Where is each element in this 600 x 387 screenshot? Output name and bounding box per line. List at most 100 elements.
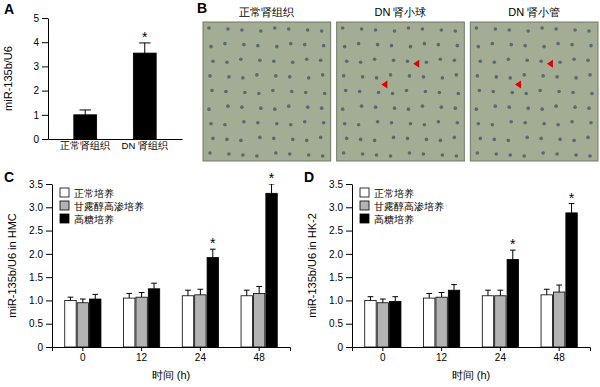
nucleus [455,73,459,77]
tick-label: 正常肾组织 [60,140,110,151]
axis-line [52,185,53,348]
legend-swatch [60,214,69,223]
nucleus [525,58,529,62]
tick: 5 [33,13,48,24]
x-axis: 0122448 [353,347,591,363]
error-stem [395,297,396,302]
nucleus [570,43,574,47]
bar [448,290,459,347]
legend-swatch [60,188,69,197]
nucleus [589,44,593,48]
legend-swatch [360,214,369,223]
nucleus [392,136,396,140]
tick-mark [346,231,352,232]
nucleus [555,75,559,79]
panel: A012345正常肾组织DN 肾组织miR-135b/U6* [2,1,183,151]
error-stem [429,293,430,298]
nucleus [291,60,295,64]
nucleus [358,90,362,94]
nucleus [208,151,212,155]
tick: 24 [195,347,207,363]
significance: * [269,170,275,186]
nucleus [224,90,228,94]
bar [65,300,76,347]
nucleus [211,137,215,141]
tick: 3.5 [29,179,52,190]
nucleus [493,104,497,108]
tick-label: 1.5 [29,272,43,283]
error-bar [498,290,504,296]
bar [566,213,577,347]
nucleus [542,45,546,49]
legend-item: 正常培养 [360,188,414,199]
nucleus [359,60,363,64]
tick: 48 [554,347,566,363]
nucleus [322,44,326,48]
bar [266,193,277,347]
nucleus [477,122,481,126]
significance: * [210,235,216,251]
error-bar [139,293,145,298]
tick: 4 [33,37,48,48]
nucleus [539,137,543,141]
nucleus [226,27,230,31]
plot-area [365,204,578,347]
error-bar [392,297,398,302]
nucleus [393,29,397,33]
nucleus [240,28,244,32]
nucleus [307,153,311,157]
nucleus [274,74,278,78]
nucleus [256,44,260,48]
significance: * [569,190,575,206]
error-stem [187,290,188,296]
error-bar [439,293,445,298]
nucleus [323,92,327,96]
bar [207,258,218,347]
nucleus [344,89,348,93]
nucleus [406,137,410,141]
error-stem [559,285,560,292]
nucleus [541,74,545,78]
tick: 1 [33,110,48,121]
nucleus [573,105,577,109]
nucleus [586,136,590,140]
nucleus [305,57,309,61]
nucleus [257,92,261,96]
nucleus [408,74,412,78]
error-bar [80,110,91,115]
tick: 12 [136,347,148,363]
tick-mark [382,347,383,351]
error-stem [246,290,247,296]
nucleus [456,121,460,125]
tick: DN 肾组织 [122,139,168,151]
y-axis: 00.51.01.52.02.53.03.5 [29,179,52,353]
tick-label: 0 [80,352,86,363]
nucleus [409,45,413,49]
nucleus [572,139,576,143]
tick-label: 3.0 [29,202,43,213]
error-stem [382,299,383,303]
tick-mark [42,115,48,116]
y-axis-title: miR-135b/U6 in HK-2 [306,213,318,318]
nucleus [492,138,496,142]
nucleus [375,76,379,80]
tick-mark [42,91,48,92]
bar [90,299,101,347]
nucleus [573,28,577,32]
tick-label: 0 [37,342,43,353]
tick-label: 1.0 [29,295,43,306]
image-frame [203,22,331,161]
nucleus [210,89,214,93]
error-cap [439,292,445,293]
tick-mark [500,347,501,351]
bar [74,115,97,139]
image-frame [337,22,465,161]
nucleus [389,154,393,158]
arrow [413,60,419,68]
nucleus [207,107,211,111]
nucleus [440,28,444,32]
tick: 3.5 [329,179,352,190]
nucleus [507,28,511,32]
nucleus [345,59,349,63]
nucleus [479,137,483,141]
